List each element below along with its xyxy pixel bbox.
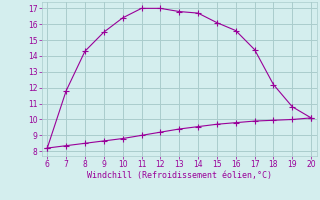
- X-axis label: Windchill (Refroidissement éolien,°C): Windchill (Refroidissement éolien,°C): [87, 171, 272, 180]
